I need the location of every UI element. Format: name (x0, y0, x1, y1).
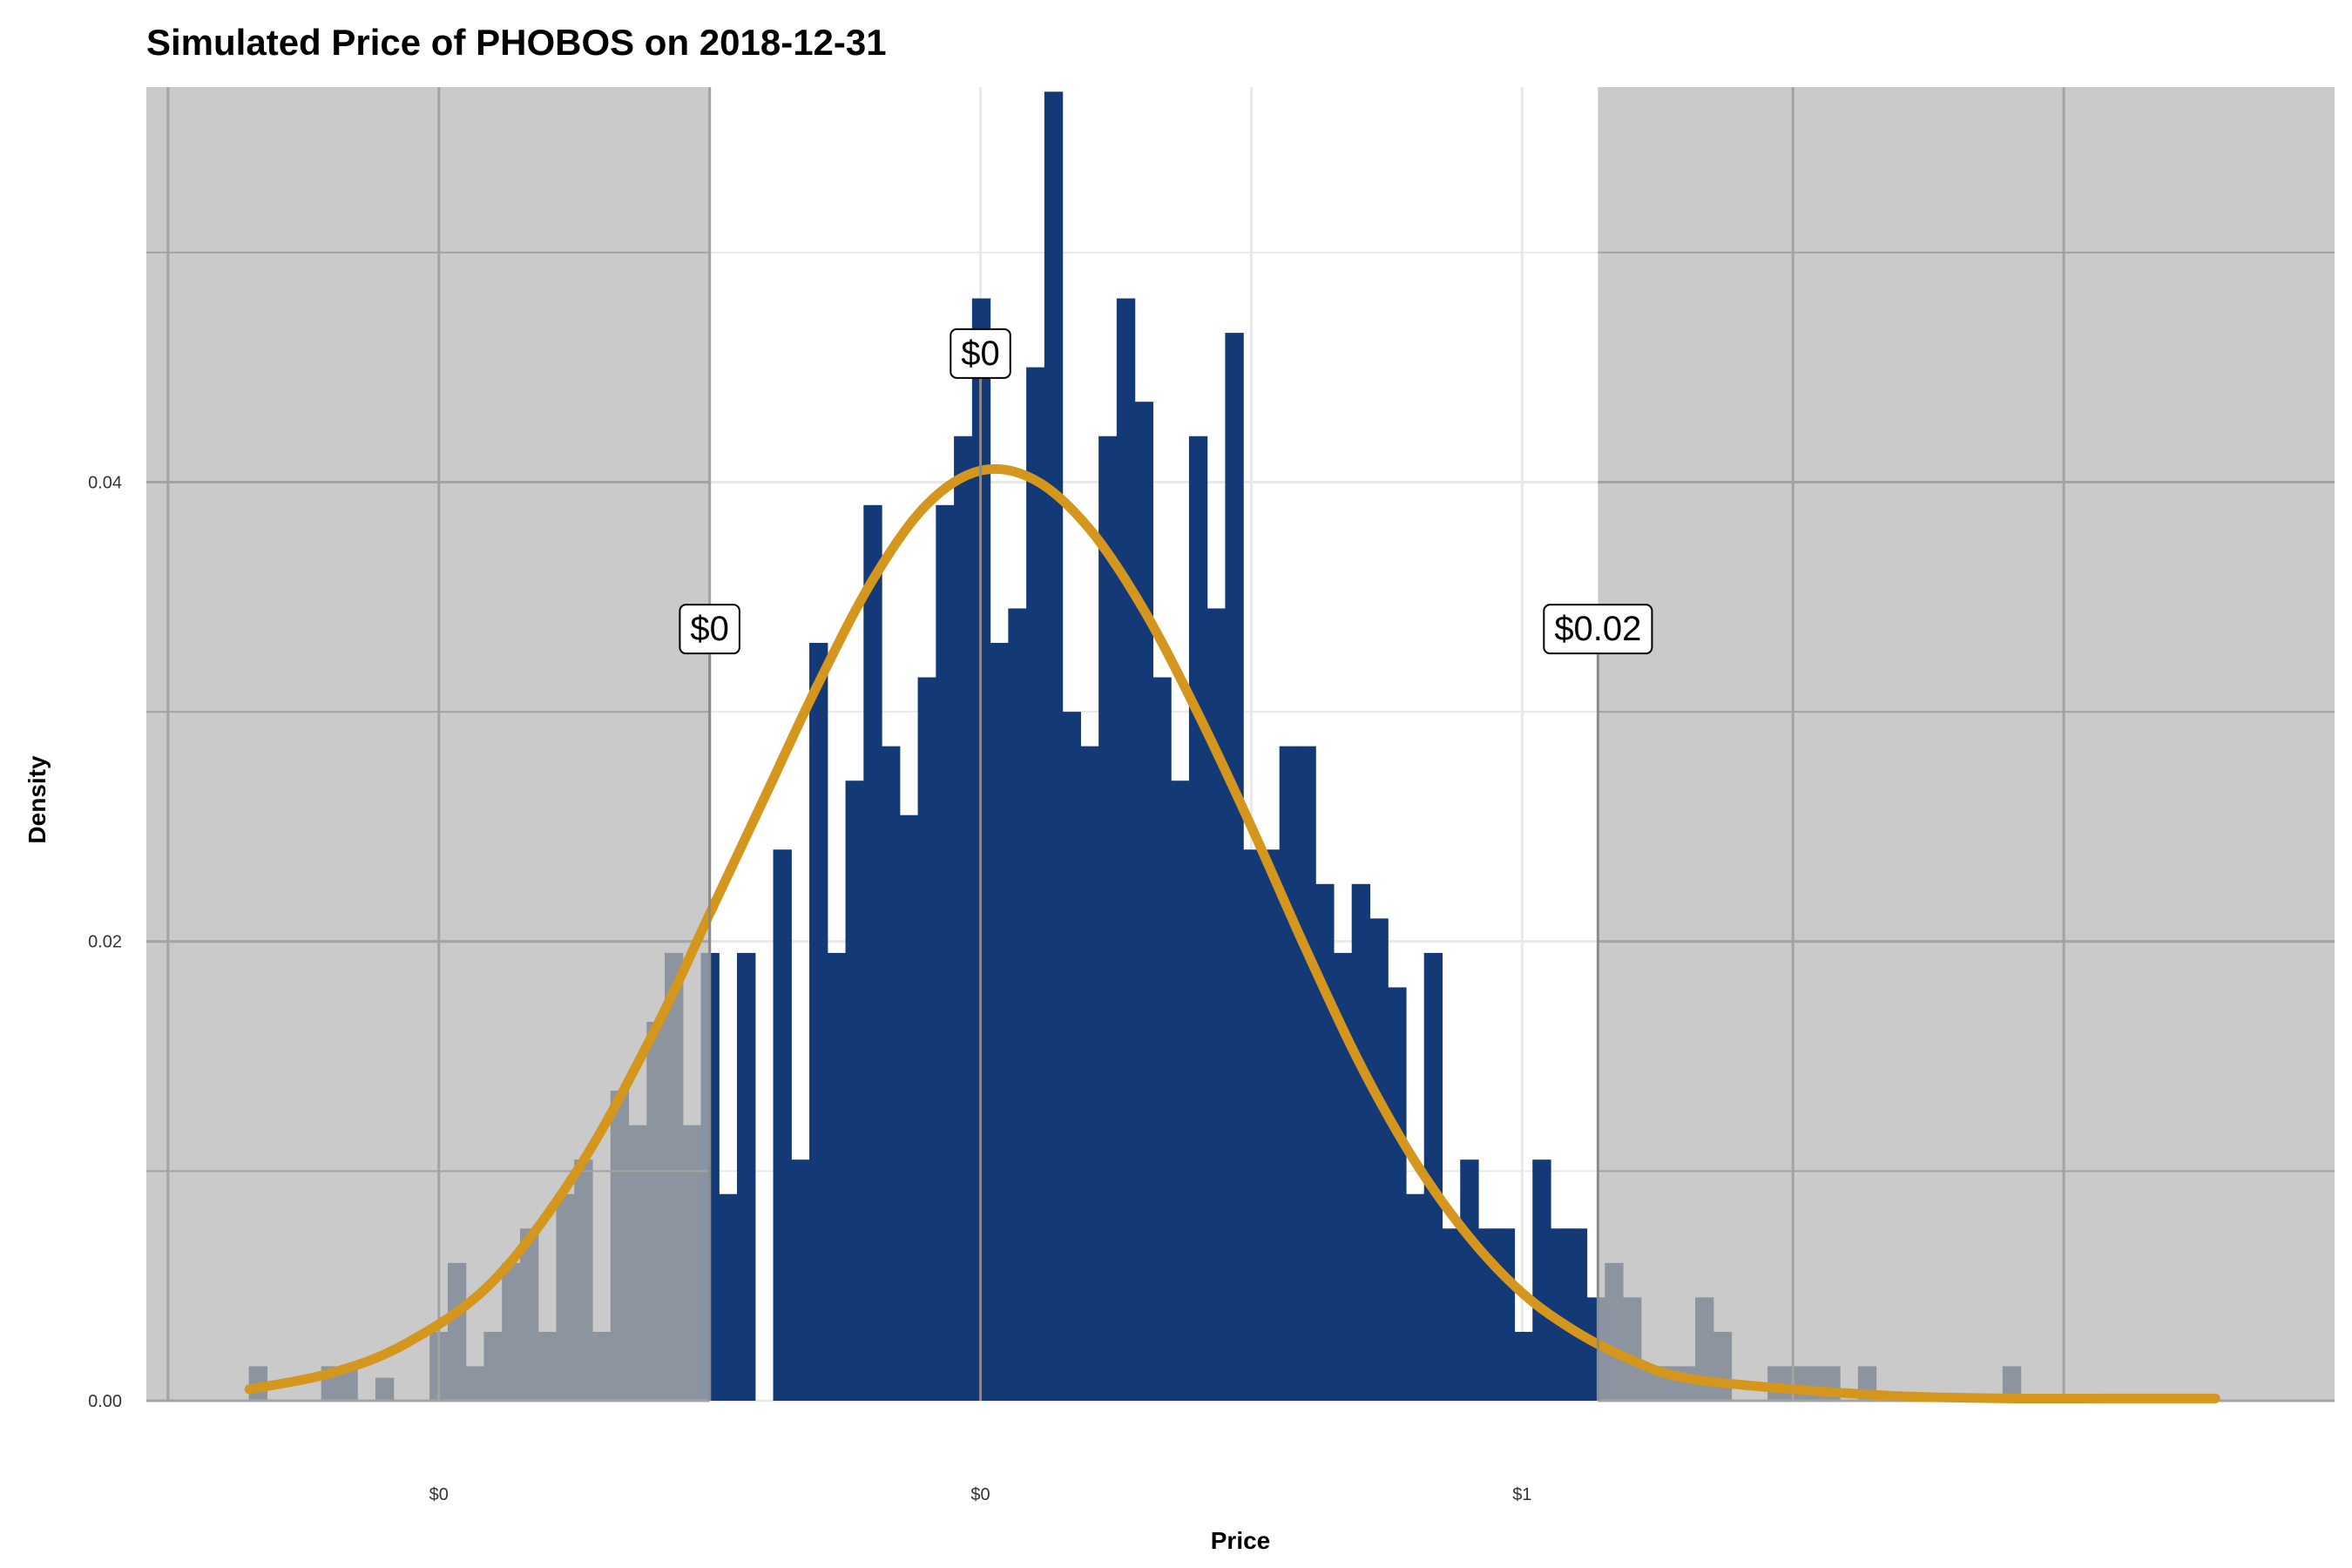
annotation-label-box (1543, 604, 1653, 655)
histogram-bar (719, 1193, 738, 1401)
histogram-bar (1116, 298, 1136, 1402)
histogram-bar (899, 814, 919, 1401)
annotation-label-box (679, 604, 740, 655)
histogram-bar (1514, 1331, 1533, 1401)
histogram-bar (1369, 918, 1389, 1401)
annotation-label: $0.02 (1554, 610, 1641, 648)
x-axis-ticks: $0 $0 $1 (429, 1485, 1532, 1504)
histogram-bar (1171, 781, 1190, 1401)
annotation-lines (708, 378, 1599, 1401)
annotation-label: $0 (690, 610, 729, 648)
annotation-callout: $0.02 (1543, 604, 1653, 655)
histogram-bar (1405, 1193, 1425, 1401)
density-curve (244, 463, 2220, 1404)
y-tick-label: 0.02 (88, 933, 122, 952)
histogram-bar (1496, 1228, 1516, 1401)
left-tail-region (146, 87, 710, 1401)
histogram-bar (990, 643, 1009, 1401)
histogram-bar (1080, 746, 1099, 1401)
histogram-bar (1134, 402, 1153, 1401)
x-tick-label: $0 (970, 1485, 990, 1504)
histogram-bar (1044, 91, 1064, 1402)
histogram-bar (1351, 883, 1371, 1401)
histogram-bar (1388, 987, 1407, 1401)
x-tick-label: $1 (1512, 1485, 1531, 1504)
y-tick-label: 0.00 (88, 1392, 122, 1411)
right-tail-region (1598, 87, 2335, 1401)
histogram-bar (954, 436, 973, 1401)
histogram-bar (1152, 677, 1172, 1401)
density-curve-layer (244, 463, 2220, 1404)
histogram-bar (1423, 952, 1443, 1401)
histogram-bar (737, 952, 756, 1401)
chart-title: Simulated Price of PHOBOS on 2018-12-31 (146, 22, 887, 63)
histogram-bar (1188, 436, 1208, 1401)
shaded-tail-regions (146, 87, 2335, 1401)
histogram-bar (863, 504, 882, 1402)
y-axis-title: Density (24, 755, 51, 844)
histogram-bar (1008, 608, 1027, 1401)
histogram-bar (917, 677, 936, 1401)
x-axis-title: Price (1211, 1527, 1271, 1554)
histogram-bar (1532, 1159, 1551, 1401)
histogram-bar (1568, 1228, 1588, 1401)
histogram-bar (791, 1159, 810, 1401)
histogram-bar (1442, 1228, 1461, 1401)
histogram-bar (882, 746, 901, 1401)
annotation-callout: $0 (950, 328, 1011, 379)
histogram-bar (1333, 952, 1353, 1401)
histogram-bar (1260, 849, 1281, 1401)
histogram-bar (1026, 367, 1045, 1401)
histogram-bar (1315, 883, 1335, 1401)
y-tick-label: 0.04 (88, 473, 122, 492)
histogram-bar (1279, 746, 1299, 1401)
histogram-bar (1062, 712, 1081, 1401)
histogram-bar (1477, 1228, 1497, 1401)
histogram-bar (845, 781, 864, 1401)
histogram-bar (1297, 746, 1316, 1401)
histogram-bar (1243, 849, 1262, 1401)
y-axis-ticks: 0.00 0.02 0.04 (88, 473, 122, 1411)
histogram-bar (827, 952, 847, 1401)
histogram-bar (809, 643, 828, 1401)
annotation-callouts: $0 $0 $0.02 (679, 328, 1653, 655)
annotation-label: $0 (961, 335, 1000, 373)
histogram-bar (773, 849, 792, 1401)
histogram-bar (1551, 1228, 1570, 1401)
histogram-bar (1225, 333, 1244, 1401)
histogram-bar (936, 504, 955, 1402)
annotation-label-box (950, 328, 1011, 379)
annotation-callout: $0 (679, 604, 740, 655)
histogram-bar (1206, 608, 1227, 1401)
x-tick-label: $0 (429, 1485, 449, 1504)
histogram-bar (1098, 436, 1118, 1401)
histogram-bar (1460, 1159, 1479, 1401)
